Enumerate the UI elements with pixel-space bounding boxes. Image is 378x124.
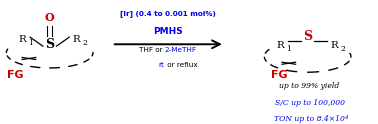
Text: S: S: [45, 38, 54, 51]
Text: 1: 1: [287, 46, 291, 53]
Text: FG: FG: [271, 70, 288, 80]
Text: 2: 2: [83, 39, 87, 47]
Text: or reflux: or reflux: [164, 62, 197, 68]
Text: R: R: [73, 35, 81, 44]
Text: 2: 2: [341, 46, 345, 53]
Text: 4: 4: [344, 115, 347, 120]
Text: R: R: [277, 41, 284, 50]
Text: FG: FG: [8, 70, 24, 80]
Text: S: S: [303, 30, 312, 43]
Text: 2-MeTHF: 2-MeTHF: [164, 47, 197, 53]
Text: PMHS: PMHS: [153, 27, 183, 35]
Text: up to 99% yield: up to 99% yield: [279, 82, 340, 90]
Text: 1: 1: [28, 39, 33, 47]
Text: THF or: THF or: [139, 47, 164, 53]
Text: R: R: [331, 41, 339, 50]
Text: S/C up to 100,000: S/C up to 100,000: [274, 99, 344, 107]
Text: rt: rt: [159, 62, 164, 68]
Text: R: R: [19, 35, 26, 44]
Text: O: O: [45, 12, 54, 23]
Text: TON up to 8.4×10: TON up to 8.4×10: [274, 115, 345, 123]
Text: [Ir] (0.4 to 0.001 mol%): [Ir] (0.4 to 0.001 mol%): [120, 11, 216, 17]
